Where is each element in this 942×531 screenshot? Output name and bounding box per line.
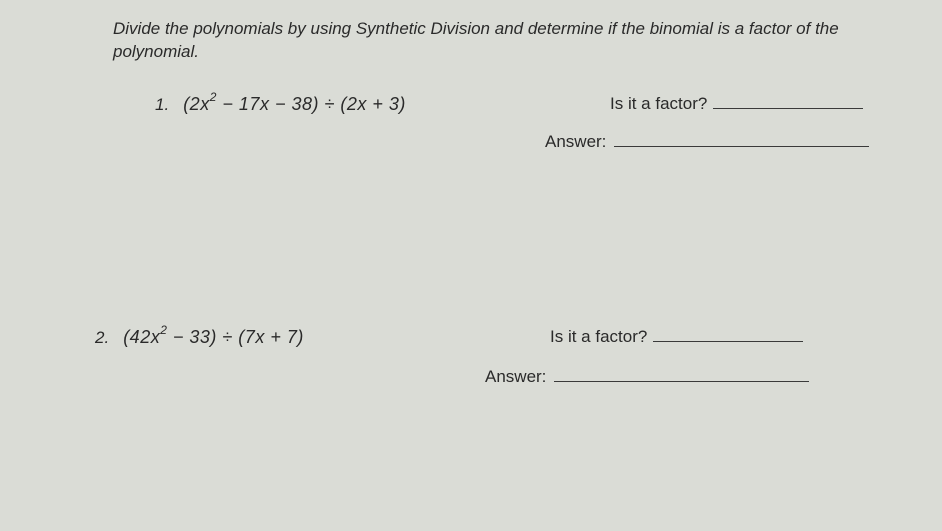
expr-part: − 33) ÷ (7 — [167, 327, 255, 347]
answer-label: Answer: — [545, 132, 606, 152]
expr-var: x — [260, 94, 270, 114]
factor-blank[interactable] — [713, 92, 863, 109]
expr-part: + 3) — [367, 94, 406, 114]
problem-expression: (2x2 − 17x − 38) ÷ (2x + 3) — [183, 92, 406, 115]
expr-var: x — [255, 327, 265, 347]
problem-number: 2. — [95, 328, 109, 348]
problem-number: 1. — [155, 95, 169, 115]
expr-var: x — [151, 327, 161, 347]
expr-exponent: 2 — [210, 90, 217, 104]
instructions-text: Divide the polynomials by using Syntheti… — [113, 18, 882, 64]
expr-part: + 7) — [265, 327, 304, 347]
factor-question: Is it a factor? — [610, 92, 863, 114]
expr-part: (2 — [183, 94, 200, 114]
answer-row: Answer: — [485, 365, 809, 387]
expr-exponent: 2 — [160, 323, 167, 337]
problem-expression: (42x2 − 33) ÷ (7x + 7) — [123, 325, 304, 348]
expr-part: (42 — [123, 327, 151, 347]
answer-blank[interactable] — [614, 130, 869, 147]
expr-part: − 17 — [217, 94, 260, 114]
factor-blank[interactable] — [653, 325, 803, 342]
answer-blank[interactable] — [554, 365, 809, 382]
problem-1: 1. (2x2 − 17x − 38) ÷ (2x + 3) Is it a f… — [155, 92, 882, 115]
answer-label: Answer: — [485, 367, 546, 387]
answer-row: Answer: — [545, 130, 869, 152]
problem-2: 2. (42x2 − 33) ÷ (7x + 7) Is it a factor… — [95, 325, 882, 348]
factor-label: Is it a factor? — [610, 94, 707, 114]
expr-part: − 38) ÷ (2 — [269, 94, 357, 114]
factor-question: Is it a factor? — [550, 325, 803, 347]
expr-var: x — [357, 94, 367, 114]
factor-label: Is it a factor? — [550, 327, 647, 347]
expr-var: x — [200, 94, 210, 114]
